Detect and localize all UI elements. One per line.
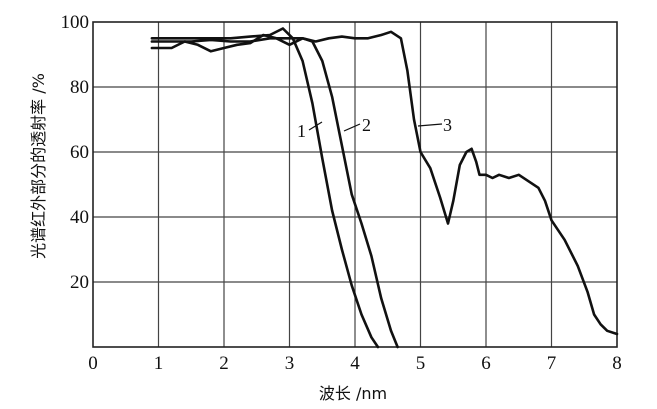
x-axis-ticks: 0 1 2 3 4 5 6 7 8 — [88, 353, 622, 374]
grid — [93, 22, 617, 347]
x-tick-label: 3 — [285, 353, 295, 374]
series-leader-2 — [343, 123, 361, 132]
plot-frame — [92, 21, 618, 348]
x-tick-label: 5 — [416, 353, 426, 374]
y-tick-label: 100 — [61, 12, 90, 33]
series-leader-1 — [308, 121, 323, 131]
series-label-1: 1 — [297, 121, 306, 141]
series-label-2: 2 — [362, 115, 371, 135]
x-tick-label: 7 — [547, 353, 557, 374]
x-tick-label: 2 — [219, 353, 229, 374]
series-line-3 — [150, 30, 619, 336]
y-tick-label: 60 — [70, 142, 89, 163]
x-tick-label: 6 — [481, 353, 491, 374]
x-tick-label: 4 — [350, 353, 360, 374]
series-line-1 — [150, 27, 380, 349]
series-layer — [150, 27, 619, 349]
series-label-3: 3 — [443, 115, 452, 135]
series-labels: 1 2 3 — [297, 115, 452, 141]
y-tick-label: 40 — [70, 207, 89, 228]
x-axis-title: 波长 /nm — [319, 384, 387, 403]
series-line-2 — [150, 37, 399, 349]
y-tick-label: 20 — [70, 272, 89, 293]
x-tick-label: 1 — [154, 353, 164, 374]
y-axis-title: 光谱红外部分的透射率 /% — [29, 73, 48, 259]
series-leader-3 — [417, 123, 443, 127]
y-tick-label: 80 — [70, 77, 89, 98]
y-axis-ticks: 20 40 60 80 100 — [61, 12, 90, 293]
x-tick-label: 8 — [612, 353, 622, 374]
x-tick-label: 0 — [88, 353, 98, 374]
